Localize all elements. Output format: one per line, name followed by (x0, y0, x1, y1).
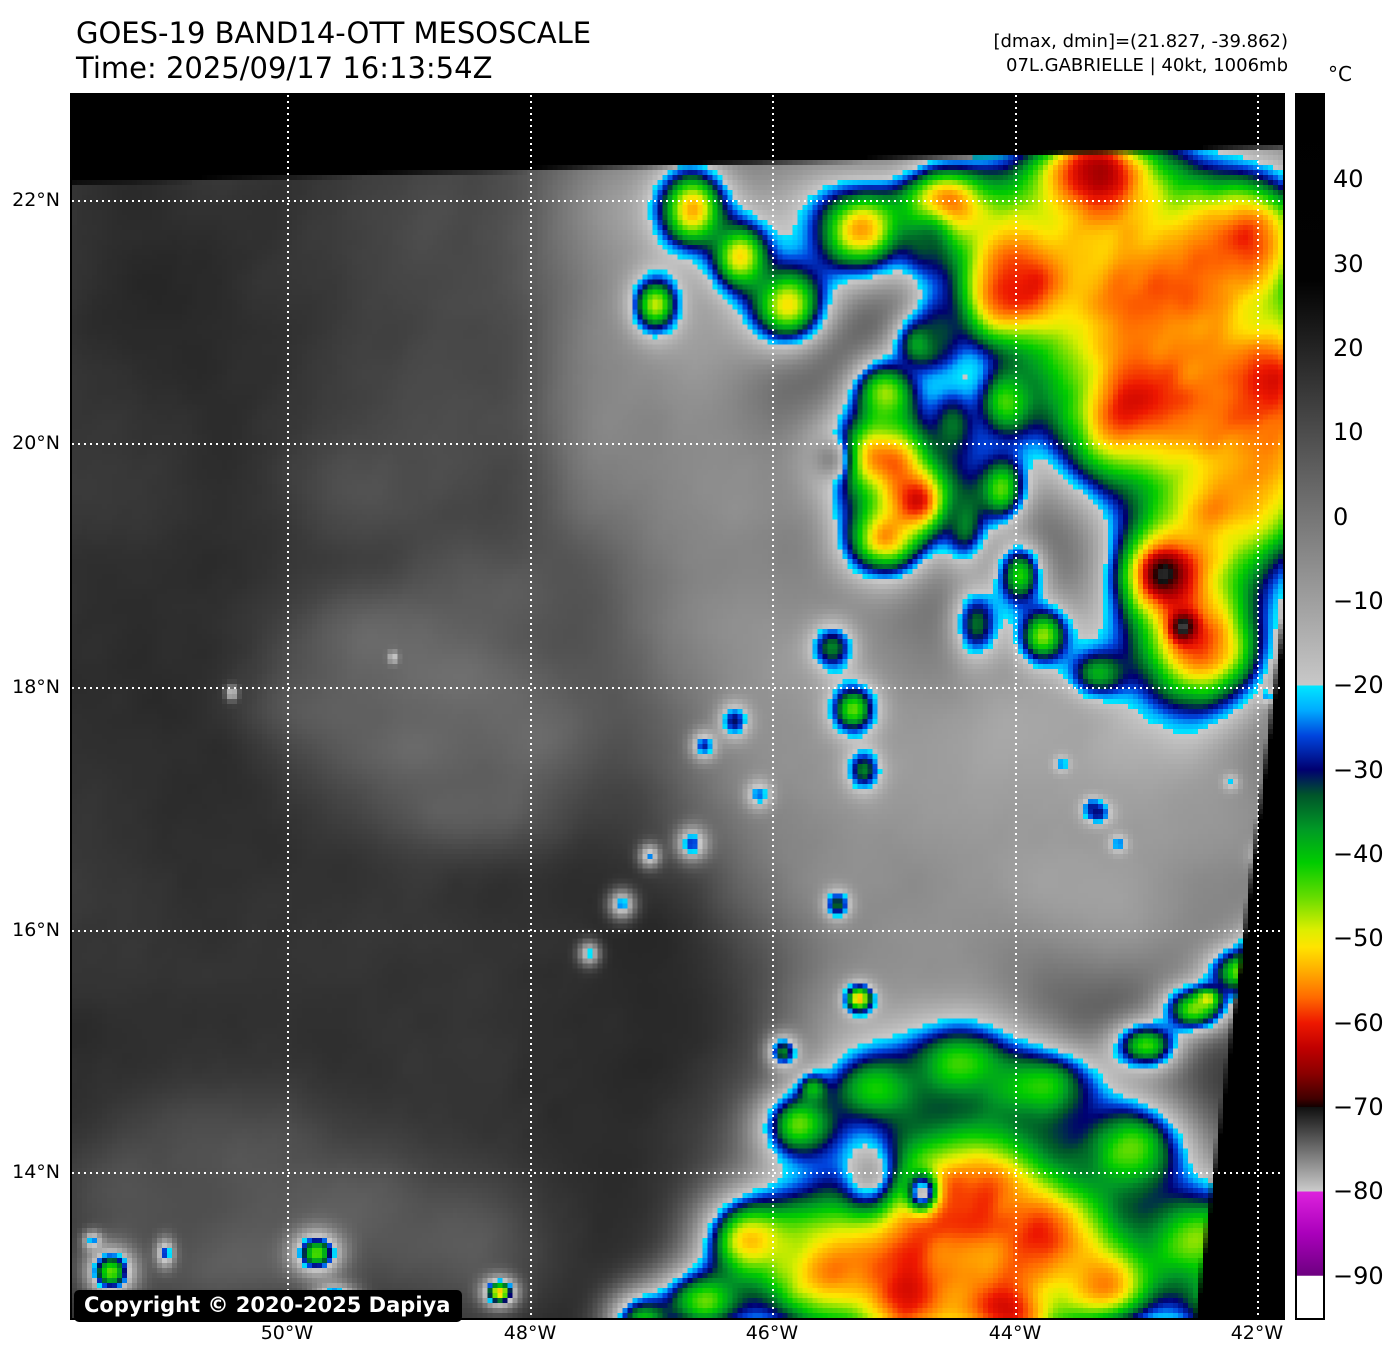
colorbar-tick-label: −50 (1333, 924, 1384, 953)
colorbar-tick-label: −90 (1333, 1261, 1384, 1290)
colorbar-tick-label: −30 (1333, 755, 1384, 784)
satellite-map: Copyright © 2020-2025 Dapiya (72, 95, 1283, 1322)
title-block: GOES-19 BAND14-OTT MESOSCALE Time: 2025/… (76, 16, 591, 86)
header-right: [dmax, dmin]=(21.827, -39.862) 07L.GABRI… (993, 30, 1288, 79)
lat-tick-label: 14°N (12, 1160, 60, 1183)
colorbar-tick-label: 0 (1333, 502, 1349, 531)
lon-tick-label: 50°W (260, 1322, 314, 1344)
lat-tick-label: 20°N (12, 432, 60, 455)
copyright-badge: Copyright © 2020-2025 Dapiya (74, 1290, 463, 1322)
lon-tick-label: 44°W (988, 1322, 1042, 1344)
lon-tick-label: 48°W (503, 1322, 557, 1344)
colorbar-unit-label: °C (1328, 62, 1352, 86)
longitude-axis: 50°W 48°W 46°W 44°W 42°W (72, 1322, 1283, 1352)
colorbar-tick-label: −10 (1333, 587, 1384, 616)
colorbar-tick-labels: 40 30 20 10 0 −10 −20 −30 −40 −50 −60 −70 −80 −90 (1333, 95, 1390, 1318)
colorbar (1297, 95, 1323, 1318)
colorbar-tick-label: 10 (1333, 418, 1364, 447)
colorbar-tick-label: 40 (1333, 165, 1364, 194)
lat-tick-label: 22°N (12, 189, 60, 212)
latitude-axis: 22°N 20°N 18°N 16°N 14°N (0, 95, 66, 1318)
satellite-image-canvas (72, 95, 1283, 1318)
colorbar-tick-label: −20 (1333, 671, 1384, 700)
dmax-dmin-readout: [dmax, dmin]=(21.827, -39.862) (993, 31, 1288, 52)
lon-tick-label: 42°W (1230, 1322, 1284, 1344)
lon-tick-label: 46°W (745, 1322, 799, 1344)
colorbar-tick-label: 30 (1333, 249, 1364, 278)
colorbar-tick-label: 20 (1333, 334, 1364, 363)
colorbar-gradient (1297, 95, 1323, 1318)
page-title: GOES-19 BAND14-OTT MESOSCALE (76, 16, 592, 50)
colorbar-tick-label: −70 (1333, 1093, 1384, 1122)
colorbar-tick-label: −40 (1333, 840, 1384, 869)
colorbar-tick-label: −60 (1333, 1008, 1384, 1037)
timestamp: Time: 2025/09/17 16:13:54Z (76, 50, 493, 85)
lat-tick-label: 18°N (12, 676, 60, 699)
lat-tick-label: 16°N (12, 919, 60, 942)
storm-info: 07L.GABRIELLE | 40kt, 1006mb (1006, 55, 1288, 77)
colorbar-tick-label: −80 (1333, 1177, 1384, 1206)
